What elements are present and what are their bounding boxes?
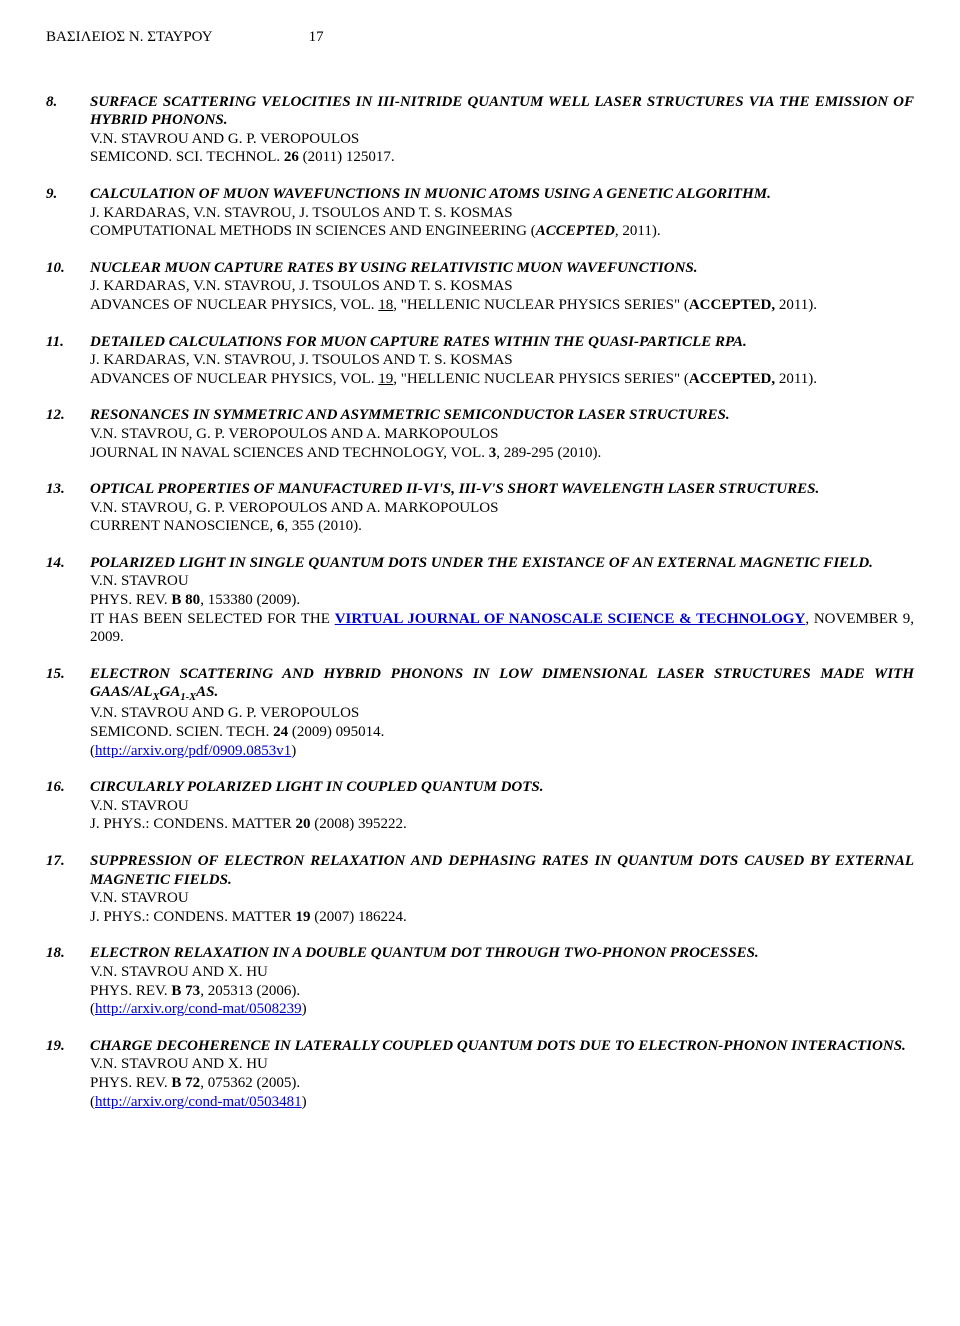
- reference-item: 15. ELECTRON SCATTERING AND HYBRID PHONO…: [46, 665, 914, 760]
- reference-number: 13.: [46, 480, 90, 536]
- reference-title: ELECTRON SCATTERING AND HYBRID PHONONS I…: [90, 666, 914, 701]
- reference-pub: PHYS. REV. B 72, 075362 (2005).: [90, 1075, 300, 1091]
- reference-pub: J. PHYS.: CONDENS. MATTER 20 (2008) 3952…: [90, 816, 407, 832]
- reference-authors: J. KARDARAS, V.N. STAVROU, J. TSOULOS AN…: [90, 205, 513, 221]
- arxiv-link[interactable]: http://arxiv.org/cond-mat/0508239: [95, 1001, 302, 1017]
- arxiv-link[interactable]: http://arxiv.org/cond-mat/0503481: [95, 1094, 302, 1110]
- reference-title: CHARGE DECOHERENCE IN LATERALLY COUPLED …: [90, 1038, 906, 1054]
- reference-authors: V.N. STAVROU: [90, 798, 189, 814]
- reference-number: 12.: [46, 406, 90, 462]
- reference-item: 17. SUPPRESSION OF ELECTRON RELAXATION A…: [46, 852, 914, 926]
- reference-item: 18. ELECTRON RELAXATION IN A DOUBLE QUAN…: [46, 944, 914, 1018]
- reference-title: RESONANCES IN SYMMETRIC AND ASYMMETRIC S…: [90, 407, 730, 423]
- reference-pub: PHYS. REV. B 80, 153380 (2009).: [90, 592, 300, 608]
- reference-pub: ADVANCES OF NUCLEAR PHYSICS, VOL. 19, "H…: [90, 371, 817, 387]
- reference-body: SUPPRESSION OF ELECTRON RELAXATION AND D…: [90, 852, 914, 926]
- reference-body: POLARIZED LIGHT IN SINGLE QUANTUM DOTS U…: [90, 554, 914, 647]
- reference-body: ELECTRON SCATTERING AND HYBRID PHONONS I…: [90, 665, 914, 760]
- reference-title: OPTICAL PROPERTIES OF MANUFACTURED II-VI…: [90, 481, 819, 497]
- reference-title: ELECTRON RELAXATION IN A DOUBLE QUANTUM …: [90, 945, 759, 961]
- header-page-number: 17: [309, 28, 324, 47]
- reference-body: RESONANCES IN SYMMETRIC AND ASYMMETRIC S…: [90, 406, 914, 462]
- reference-body: CHARGE DECOHERENCE IN LATERALLY COUPLED …: [90, 1037, 914, 1111]
- reference-body: SURFACE SCATTERING VELOCITIES IN III-NIT…: [90, 93, 914, 167]
- reference-number: 15.: [46, 665, 90, 760]
- arxiv-link[interactable]: http://arxiv.org/pdf/0909.0853v1: [95, 743, 291, 759]
- reference-number: 11.: [46, 333, 90, 389]
- reference-title: CALCULATION OF MUON WAVEFUNCTIONS IN MUO…: [90, 186, 771, 202]
- reference-pub: ADVANCES OF NUCLEAR PHYSICS, VOL. 18, "H…: [90, 297, 817, 313]
- reference-body: OPTICAL PROPERTIES OF MANUFACTURED II-VI…: [90, 480, 914, 536]
- reference-body: NUCLEAR MUON CAPTURE RATES BY USING RELA…: [90, 259, 914, 315]
- reference-list: 8. SURFACE SCATTERING VELOCITIES IN III-…: [46, 93, 914, 1112]
- reference-pub: SEMICOND. SCIEN. TECH. 24 (2009) 095014.: [90, 724, 384, 740]
- reference-authors: V.N. STAVROU: [90, 573, 189, 589]
- reference-number: 9.: [46, 185, 90, 241]
- reference-pub: CURRENT NANOSCIENCE, 6, 355 (2010).: [90, 518, 362, 534]
- reference-authors: V.N. STAVROU AND G. P. VEROPOULOS: [90, 705, 359, 721]
- reference-item: 14. POLARIZED LIGHT IN SINGLE QUANTUM DO…: [46, 554, 914, 647]
- reference-item: 16. CIRCULARLY POLARIZED LIGHT IN COUPLE…: [46, 778, 914, 834]
- reference-authors: V.N. STAVROU: [90, 890, 189, 906]
- reference-item: 10. NUCLEAR MUON CAPTURE RATES BY USING …: [46, 259, 914, 315]
- reference-body: CALCULATION OF MUON WAVEFUNCTIONS IN MUO…: [90, 185, 914, 241]
- reference-link-line: (http://arxiv.org/cond-mat/0508239): [90, 1001, 307, 1017]
- reference-selected: IT HAS BEEN SELECTED FOR THE VIRTUAL JOU…: [90, 611, 914, 646]
- reference-body: ELECTRON RELAXATION IN A DOUBLE QUANTUM …: [90, 944, 914, 1018]
- reference-item: 8. SURFACE SCATTERING VELOCITIES IN III-…: [46, 93, 914, 167]
- reference-authors: V.N. STAVROU AND G. P. VEROPOULOS: [90, 131, 359, 147]
- reference-authors: V.N. STAVROU AND X. HU: [90, 964, 268, 980]
- reference-authors: V.N. STAVROU AND X. HU: [90, 1056, 268, 1072]
- reference-link-line: (http://arxiv.org/pdf/0909.0853v1): [90, 743, 296, 759]
- reference-authors: V.N. STAVROU, G. P. VEROPOULOS AND A. MA…: [90, 426, 498, 442]
- reference-number: 18.: [46, 944, 90, 1018]
- reference-authors: J. KARDARAS, V.N. STAVROU, J. TSOULOS AN…: [90, 352, 513, 368]
- reference-number: 8.: [46, 93, 90, 167]
- page-header: ΒΑΣΙΛΕΙΟΣ Ν. ΣΤΑΥΡΟΥ 17: [46, 28, 914, 47]
- reference-body: DETAILED CALCULATIONS FOR MUON CAPTURE R…: [90, 333, 914, 389]
- reference-number: 17.: [46, 852, 90, 926]
- reference-authors: V.N. STAVROU, G. P. VEROPOULOS AND A. MA…: [90, 500, 498, 516]
- reference-item: 12. RESONANCES IN SYMMETRIC AND ASYMMETR…: [46, 406, 914, 462]
- reference-pub: COMPUTATIONAL METHODS IN SCIENCES AND EN…: [90, 223, 661, 239]
- virtual-journal-link[interactable]: VIRTUAL JOURNAL OF NANOSCALE SCIENCE & T…: [335, 611, 806, 627]
- reference-item: 19. CHARGE DECOHERENCE IN LATERALLY COUP…: [46, 1037, 914, 1111]
- reference-number: 16.: [46, 778, 90, 834]
- reference-number: 19.: [46, 1037, 90, 1111]
- reference-title: SUPPRESSION OF ELECTRON RELAXATION AND D…: [90, 853, 914, 888]
- reference-authors: J. KARDARAS, V.N. STAVROU, J. TSOULOS AN…: [90, 278, 513, 294]
- reference-number: 14.: [46, 554, 90, 647]
- reference-body: CIRCULARLY POLARIZED LIGHT IN COUPLED QU…: [90, 778, 914, 834]
- reference-title: CIRCULARLY POLARIZED LIGHT IN COUPLED QU…: [90, 779, 544, 795]
- reference-item: 13. OPTICAL PROPERTIES OF MANUFACTURED I…: [46, 480, 914, 536]
- reference-pub: SEMICOND. SCI. TECHNOL. 26 (2011) 125017…: [90, 149, 395, 165]
- header-name: ΒΑΣΙΛΕΙΟΣ Ν. ΣΤΑΥΡΟΥ: [46, 28, 213, 47]
- reference-item: 9. CALCULATION OF MUON WAVEFUNCTIONS IN …: [46, 185, 914, 241]
- reference-title: DETAILED CALCULATIONS FOR MUON CAPTURE R…: [90, 334, 747, 350]
- reference-title: POLARIZED LIGHT IN SINGLE QUANTUM DOTS U…: [90, 555, 873, 571]
- reference-title: NUCLEAR MUON CAPTURE RATES BY USING RELA…: [90, 260, 698, 276]
- reference-link-line: (http://arxiv.org/cond-mat/0503481): [90, 1094, 307, 1110]
- reference-pub: J. PHYS.: CONDENS. MATTER 19 (2007) 1862…: [90, 909, 407, 925]
- reference-item: 11. DETAILED CALCULATIONS FOR MUON CAPTU…: [46, 333, 914, 389]
- reference-title: SURFACE SCATTERING VELOCITIES IN III-NIT…: [90, 94, 914, 129]
- reference-number: 10.: [46, 259, 90, 315]
- reference-pub: JOURNAL IN NAVAL SCIENCES AND TECHNOLOGY…: [90, 445, 601, 461]
- reference-pub: PHYS. REV. B 73, 205313 (2006).: [90, 983, 300, 999]
